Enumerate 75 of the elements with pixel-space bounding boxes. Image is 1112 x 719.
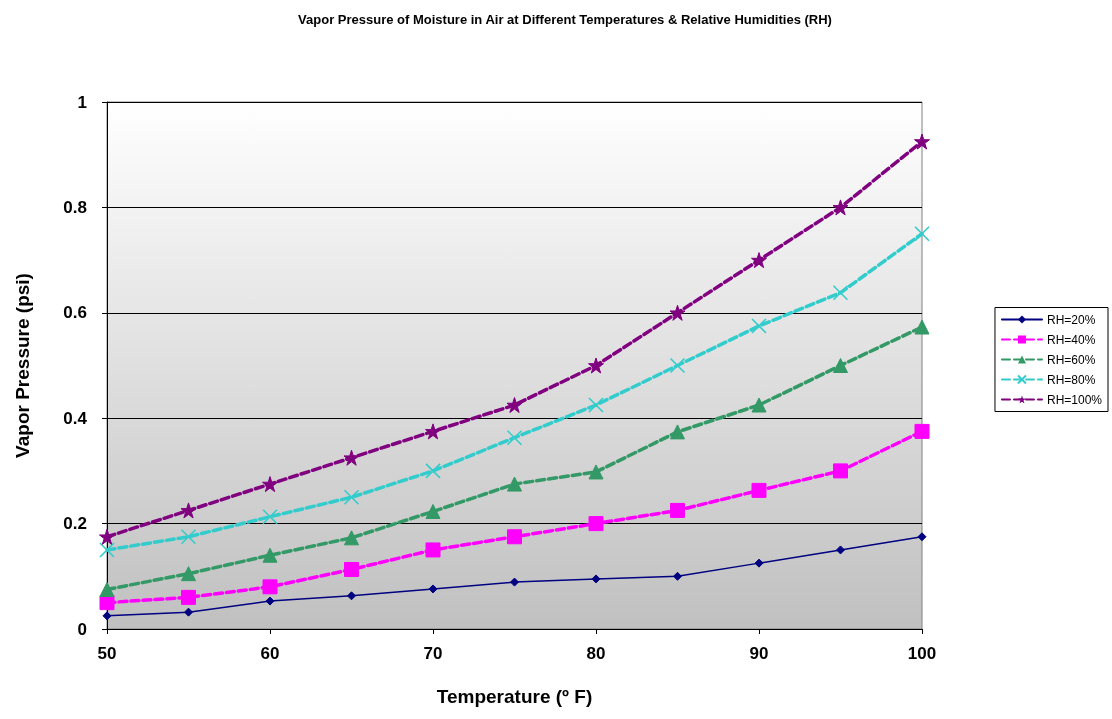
point: [262, 476, 278, 493]
x-tick-label: 70: [423, 644, 443, 663]
point: [588, 464, 604, 480]
chart-title: Vapor Pressure of Moisture in Air at Different Temperatures & Relative Humidities (RH): [298, 12, 832, 27]
point: [262, 579, 278, 595]
point: [751, 252, 767, 269]
point: [99, 581, 115, 597]
x-tick-label: 50: [97, 644, 117, 663]
point: [184, 607, 193, 617]
point: [99, 542, 115, 558]
legend-label: RH=80%: [1046, 372, 1096, 387]
point: [832, 284, 849, 301]
x-tick-label: 80: [586, 644, 606, 663]
point: [506, 429, 523, 446]
point: [833, 463, 848, 479]
point: [506, 397, 523, 414]
point: [99, 528, 115, 545]
point: [751, 318, 767, 334]
point: [751, 397, 767, 413]
legend-label: RH=40%: [1046, 332, 1096, 347]
legend-label: RH=20%: [1046, 312, 1096, 327]
point: [836, 545, 845, 555]
point: [914, 423, 930, 439]
point: [669, 357, 686, 374]
point: [180, 528, 197, 545]
point: [751, 482, 767, 498]
point: [588, 397, 604, 413]
point: [917, 532, 927, 542]
y-tick-label: 0.8: [63, 197, 87, 217]
point: [181, 566, 196, 582]
point: [102, 611, 112, 621]
point: [507, 476, 522, 492]
point: [670, 424, 685, 440]
y-tick-label: 0.6: [63, 303, 87, 323]
x-tick-label: 60: [260, 644, 280, 663]
point: [262, 547, 278, 563]
y-tick-label: 0.4: [63, 408, 88, 428]
point: [588, 357, 604, 374]
x-tick-label: 90: [749, 644, 769, 663]
point: [591, 574, 601, 584]
point: [833, 358, 848, 373]
y-tick-label: 0: [77, 619, 87, 639]
point: [669, 304, 686, 321]
point: [99, 595, 115, 611]
x-axis-title: Temperature (º F): [436, 686, 593, 707]
point: [180, 502, 197, 519]
point: [507, 529, 522, 545]
point: [343, 489, 360, 506]
point: [181, 589, 196, 605]
point: [510, 577, 519, 587]
point: [914, 133, 930, 150]
point: [754, 558, 764, 568]
y-tick-label: 0.2: [63, 514, 87, 534]
point: [265, 596, 275, 606]
point: [588, 516, 604, 532]
point: [343, 449, 360, 466]
point: [914, 319, 930, 335]
point: [832, 199, 849, 216]
legend-label: RH=100%: [1046, 392, 1103, 407]
point: [425, 463, 441, 479]
point: [344, 561, 359, 577]
y-tick-label: 1: [77, 92, 87, 112]
point: [673, 571, 682, 581]
point: [347, 591, 356, 601]
point: [344, 530, 359, 546]
point: [670, 502, 685, 518]
x-tick-label: 100: [907, 644, 937, 663]
legend-label: RH=60%: [1046, 352, 1096, 367]
point: [262, 508, 278, 525]
point: [425, 503, 441, 519]
point: [425, 423, 441, 440]
point: [425, 542, 441, 558]
y-axis-title: Vapor Pressure (psi): [12, 273, 33, 458]
point: [914, 225, 930, 242]
point: [428, 584, 438, 594]
